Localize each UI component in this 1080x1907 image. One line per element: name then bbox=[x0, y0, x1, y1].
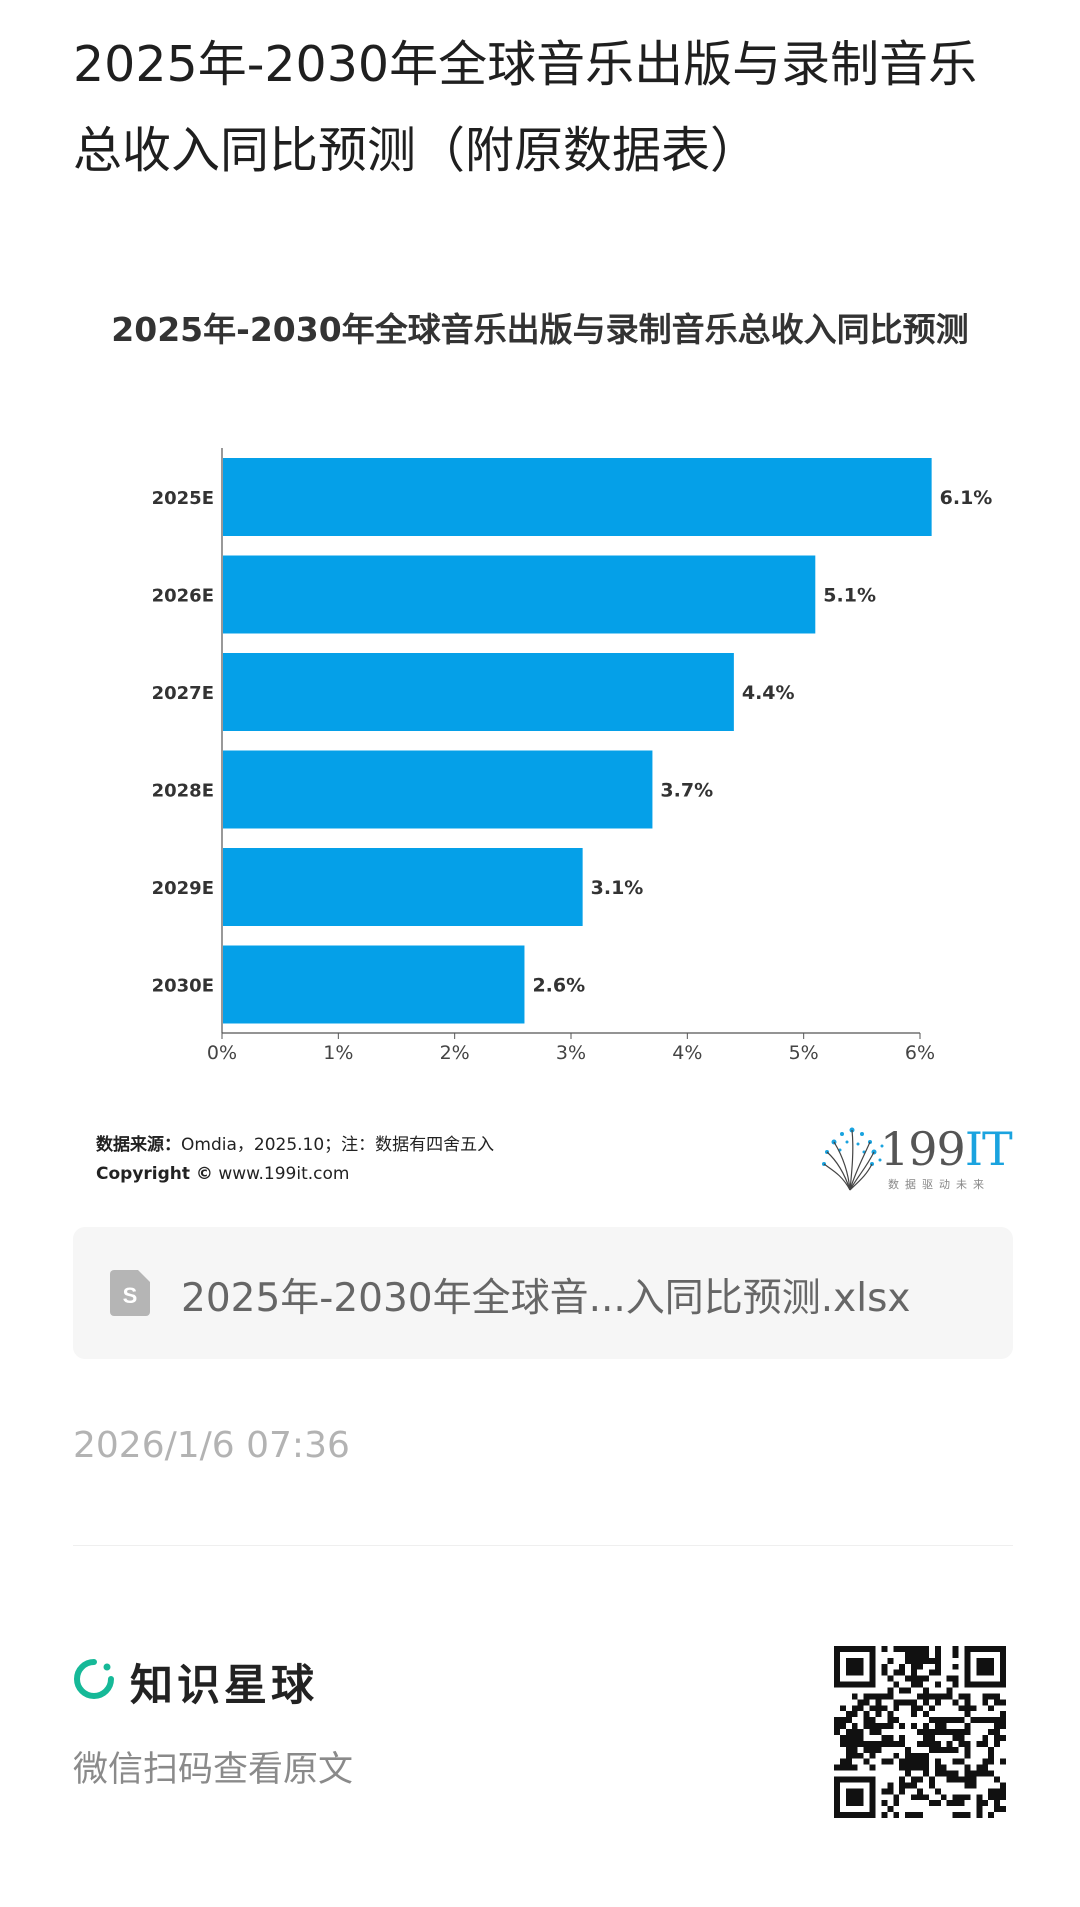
dandelion-logo-icon bbox=[822, 1127, 884, 1191]
page-title: 2025年-2030年全球音乐出版与录制音乐总收入同比预测（附原数据表） bbox=[73, 36, 978, 179]
spreadsheet-file-icon: S bbox=[110, 1270, 150, 1316]
bar-value-label: 3.7% bbox=[660, 780, 713, 802]
bar bbox=[223, 555, 816, 634]
copyright-label: Copyright © bbox=[96, 1164, 213, 1184]
y-category-label: 2025E bbox=[152, 488, 214, 509]
x-tick-label: 1% bbox=[323, 1042, 353, 1064]
bar-value-label: 4.4% bbox=[742, 682, 795, 704]
qr-code-icon[interactable] bbox=[834, 1646, 1006, 1818]
x-tick-label: 5% bbox=[789, 1042, 819, 1064]
bar bbox=[223, 653, 734, 731]
scan-hint: 微信扫码查看原文 bbox=[73, 1750, 354, 1790]
y-category-label: 2026E bbox=[152, 586, 214, 607]
copyright-url: www.199it.com bbox=[218, 1164, 350, 1184]
x-tick-label: 4% bbox=[672, 1042, 702, 1064]
bar-value-label: 5.1% bbox=[823, 585, 876, 607]
bar-value-label: 3.1% bbox=[591, 877, 644, 899]
bar-chart: 0% 1% 2% 3% 4% 5% 6% 2025E 6.1% 2026E 5.1% 2027E 4.4… bbox=[152, 448, 993, 1064]
attachment-card[interactable]: S 2025年-2030年全球音...入同比预测.xlsx bbox=[73, 1227, 1013, 1359]
brand-tagline: 数据驱动未来 bbox=[888, 1178, 990, 1191]
attachment-filename: 2025年-2030年全球音...入同比预测.xlsx bbox=[181, 1276, 911, 1321]
bar bbox=[223, 848, 583, 926]
zsxq-logo-icon bbox=[74, 1659, 114, 1699]
bar-value-label: 6.1% bbox=[940, 487, 993, 509]
chart-title: 2025年-2030年全球音乐出版与录制音乐总收入同比预测 bbox=[111, 310, 969, 349]
x-tick-label: 3% bbox=[556, 1042, 586, 1064]
source-note: 数据来源：Omdia，2025.10；注：数据有四舍五入 Copyright ©… bbox=[96, 1131, 494, 1189]
bar bbox=[223, 945, 525, 1024]
x-tick-label: 6% bbox=[905, 1042, 935, 1064]
x-tick-label: 0% bbox=[207, 1042, 237, 1064]
svg-text:S: S bbox=[123, 1283, 138, 1308]
y-category-label: 2029E bbox=[152, 878, 214, 899]
brand-name: 199IT bbox=[880, 1122, 1013, 1176]
bar-value-label: 2.6% bbox=[532, 975, 585, 997]
bar bbox=[223, 750, 653, 829]
y-category-label: 2028E bbox=[152, 781, 214, 802]
y-category-label: 2027E bbox=[152, 683, 214, 704]
x-tick-label: 2% bbox=[440, 1042, 470, 1064]
app-name: 知识星球 bbox=[130, 1661, 318, 1711]
publish-timestamp: 2026/1/6 07:36 bbox=[73, 1425, 350, 1466]
y-category-label: 2030E bbox=[152, 976, 214, 997]
divider bbox=[73, 1545, 1013, 1546]
source-label: 数据来源： bbox=[96, 1135, 181, 1155]
bar bbox=[223, 458, 932, 536]
source-text: Omdia，2025.10；注：数据有四舍五入 bbox=[181, 1135, 495, 1155]
